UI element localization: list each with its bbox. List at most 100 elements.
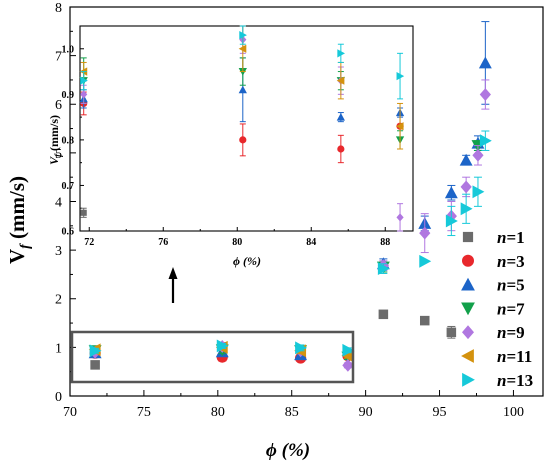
y-tick-label: 5	[55, 147, 62, 162]
inset-y-tick-label: 0.6	[62, 227, 75, 238]
data-point	[472, 185, 485, 199]
inset-x-tick-label: 72	[84, 237, 94, 248]
data-point	[419, 254, 432, 268]
legend-label: n=3	[497, 252, 525, 271]
inset-data-point	[336, 76, 345, 85]
legend-item-n-5: n=5	[461, 276, 525, 295]
y-tick-label: 2	[55, 293, 62, 308]
data-point	[342, 343, 355, 357]
data-point	[419, 315, 430, 326]
legend-label: n=13	[497, 371, 533, 390]
data-point	[295, 341, 308, 355]
legend-label-n: n	[497, 252, 506, 271]
legend-item-n-13: n=13	[462, 371, 533, 390]
inset-data-point	[239, 30, 247, 40]
ticks: 70 75 80 85 90 95 100 0 1 2 3 4 5 6 7 8	[55, 1, 524, 420]
x-tick-label: 90	[359, 405, 373, 420]
legend-marker	[461, 277, 475, 291]
legend-label-n: n	[497, 299, 506, 318]
x-tick-label: 80	[211, 405, 225, 420]
inset-ticks: 72 76 80 84 88 0.6 0.7 0.8 0.9 1.0	[62, 44, 391, 248]
x-axis-label: ϕ (%)	[266, 440, 310, 461]
inset-y-axis-label-main: V	[47, 156, 61, 165]
inset-y-tick-label: 0.9	[62, 90, 75, 101]
inset-y-axis-label: Vf (mm/s)	[47, 115, 63, 165]
y-tick-label: 4	[55, 195, 62, 210]
y-tick-label: 3	[55, 244, 62, 259]
legend-label-value: =1	[506, 228, 524, 247]
data-point	[445, 214, 458, 228]
legend-label-value: =3	[506, 252, 524, 271]
legend-label: n=11	[497, 347, 532, 366]
legend-label-value: =5	[506, 276, 524, 295]
legend-item-n-1: n=1	[462, 228, 525, 247]
inset-data-point	[80, 90, 88, 99]
data-point	[444, 186, 458, 199]
series-n-13	[89, 130, 492, 358]
y-axis-label: Vf (mm/s)	[5, 176, 33, 264]
y-tick-label: 0	[55, 390, 62, 405]
y-axis-label-main: V	[5, 249, 29, 264]
x-tick-label: 75	[137, 405, 151, 420]
legend-marker	[461, 302, 475, 316]
y-tick-label: 8	[55, 1, 62, 16]
y-axis-label-unit: (mm/s)	[5, 176, 29, 244]
legend: n=1n=3n=5n=7n=9n=11n=13	[461, 228, 533, 390]
y-tick-label: 7	[55, 50, 62, 65]
x-tick-label: 70	[63, 405, 77, 420]
legend-label-value: =11	[506, 347, 532, 366]
legend-marker	[461, 349, 474, 363]
inset-data-point	[396, 71, 405, 81]
data-point	[419, 226, 431, 240]
inset-data-point	[238, 85, 247, 94]
y-tick-label: 6	[55, 98, 62, 113]
legend-marker	[462, 325, 474, 340]
inset-plot-frame	[79, 25, 414, 232]
legend-item-n-7: n=7	[461, 299, 525, 318]
low-porosity-highlight-box	[70, 330, 355, 384]
data-point	[89, 344, 102, 358]
x-tick-label: 100	[503, 405, 524, 420]
data-point	[216, 339, 229, 353]
legend-label: n=1	[497, 228, 525, 247]
inset-y-axis-label-unit: (mm/s)	[47, 115, 61, 154]
inset-data-point	[336, 112, 345, 121]
data-point	[90, 360, 100, 370]
inset-series-n-1	[80, 207, 87, 218]
data-point	[459, 153, 473, 166]
inset-y-tick-label: 0.8	[62, 135, 75, 146]
data-point	[377, 262, 390, 276]
y-axis-label-subscript: f	[18, 243, 33, 249]
inset-y-axis-label-subscript: f	[53, 153, 63, 157]
legend-label-value: =9	[506, 323, 524, 342]
inset-x-tick-label: 88	[380, 237, 390, 248]
legend-marker	[462, 231, 474, 243]
data-point	[478, 56, 492, 69]
legend-item-n-9: n=9	[462, 323, 525, 342]
inset-data-point	[239, 136, 247, 144]
inset-x-axis-label: ϕ (%)	[233, 254, 261, 268]
legend-marker	[462, 254, 474, 267]
data-point	[446, 327, 457, 338]
legend-label-value: =13	[506, 371, 533, 390]
data-point	[460, 202, 473, 216]
inset-data-point	[396, 213, 404, 222]
legend-item-n-3: n=3	[462, 252, 525, 271]
inset-series-n-13	[80, 25, 405, 100]
inset-data-point	[80, 209, 87, 216]
y-tick-label: 1	[55, 341, 62, 356]
legend-label-n: n	[497, 347, 506, 366]
inset-x-tick-label: 80	[232, 237, 242, 248]
legend-label-n: n	[497, 228, 506, 247]
legend-label: n=7	[497, 299, 525, 318]
inset-x-tick-label: 84	[306, 237, 316, 248]
x-tick-label: 95	[433, 405, 447, 420]
legend-item-n-11: n=11	[461, 347, 532, 366]
legend-marker	[462, 372, 475, 387]
arrow-head	[168, 267, 178, 279]
legend-label-n: n	[497, 323, 506, 342]
data-point	[378, 309, 389, 320]
legend-label-n: n	[497, 371, 506, 390]
data-point	[460, 180, 472, 194]
